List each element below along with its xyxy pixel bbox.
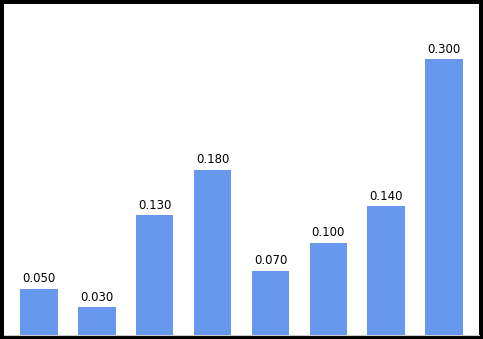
Bar [368,206,405,335]
Bar [426,59,463,335]
Bar [310,243,347,335]
Bar [252,271,289,335]
Text: 0.180: 0.180 [196,153,229,166]
Text: 0.070: 0.070 [254,254,287,267]
Text: 0.140: 0.140 [369,190,403,203]
Text: 0.050: 0.050 [22,272,56,285]
Bar [194,170,231,335]
Bar [20,289,57,335]
Bar [78,307,115,335]
Text: 0.300: 0.300 [427,43,461,56]
Bar [136,215,173,335]
Text: 0.100: 0.100 [312,226,345,239]
Text: 0.030: 0.030 [80,291,114,304]
Text: 0.130: 0.130 [138,199,171,212]
